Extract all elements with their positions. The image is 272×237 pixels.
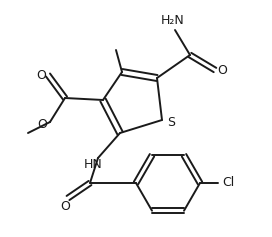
Text: O: O <box>37 118 47 132</box>
Text: HN: HN <box>84 159 102 172</box>
Text: O: O <box>217 64 227 77</box>
Text: S: S <box>167 115 175 128</box>
Text: O: O <box>36 68 46 82</box>
Text: Cl: Cl <box>222 177 234 190</box>
Text: H₂N: H₂N <box>161 14 185 27</box>
Text: O: O <box>60 200 70 213</box>
